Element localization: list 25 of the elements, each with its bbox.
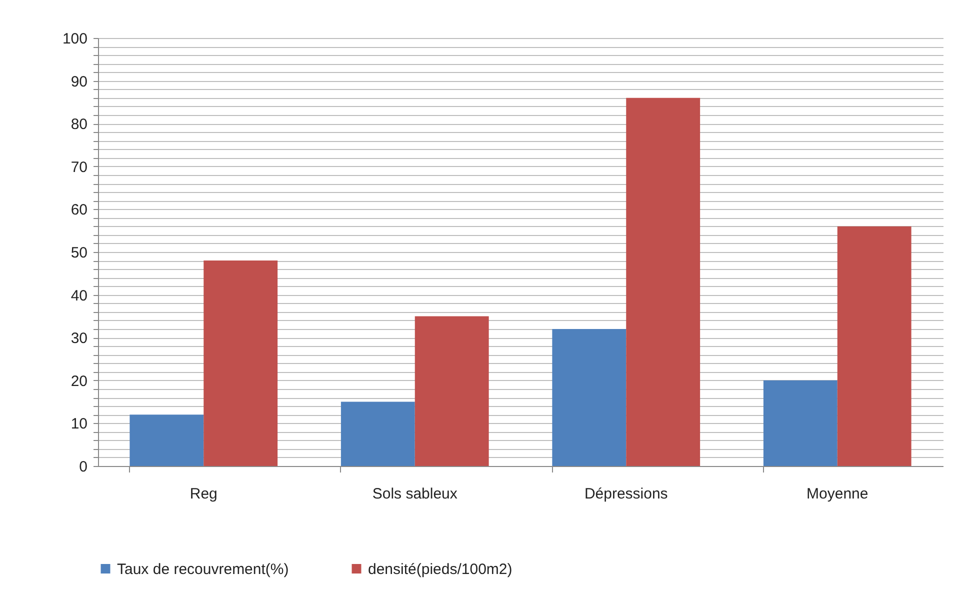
y-tick-label: 60: [70, 202, 88, 219]
bar: [340, 402, 415, 466]
legend-label: densité(pieds/100m2): [368, 560, 512, 578]
x-tick-label: Sols sableux: [372, 486, 458, 502]
y-tick-label: 20: [70, 372, 88, 390]
bar: [837, 226, 912, 466]
bar: [763, 380, 838, 466]
bar: [552, 329, 626, 466]
y-tick-label: 0: [79, 458, 88, 476]
y-tick-label: 100: [62, 30, 88, 48]
y-tick-label: 40: [70, 287, 88, 304]
bar: [204, 260, 278, 466]
y-tick-label: 70: [70, 158, 88, 176]
y-tick-label: 50: [70, 244, 88, 262]
y-tick-label: 90: [70, 73, 88, 90]
x-tick-label: Moyenne: [806, 486, 868, 502]
legend-label: Taux de recouvrement(%): [117, 560, 289, 578]
y-tick-label: 80: [70, 116, 88, 134]
bar: [626, 98, 700, 466]
y-tick-label: 10: [70, 416, 88, 433]
y-tick-label: 30: [70, 330, 88, 348]
x-tick-label: Dépressions: [584, 486, 668, 502]
bar: [130, 414, 204, 466]
x-tick-label: Reg: [190, 486, 218, 502]
bar: [414, 316, 489, 466]
